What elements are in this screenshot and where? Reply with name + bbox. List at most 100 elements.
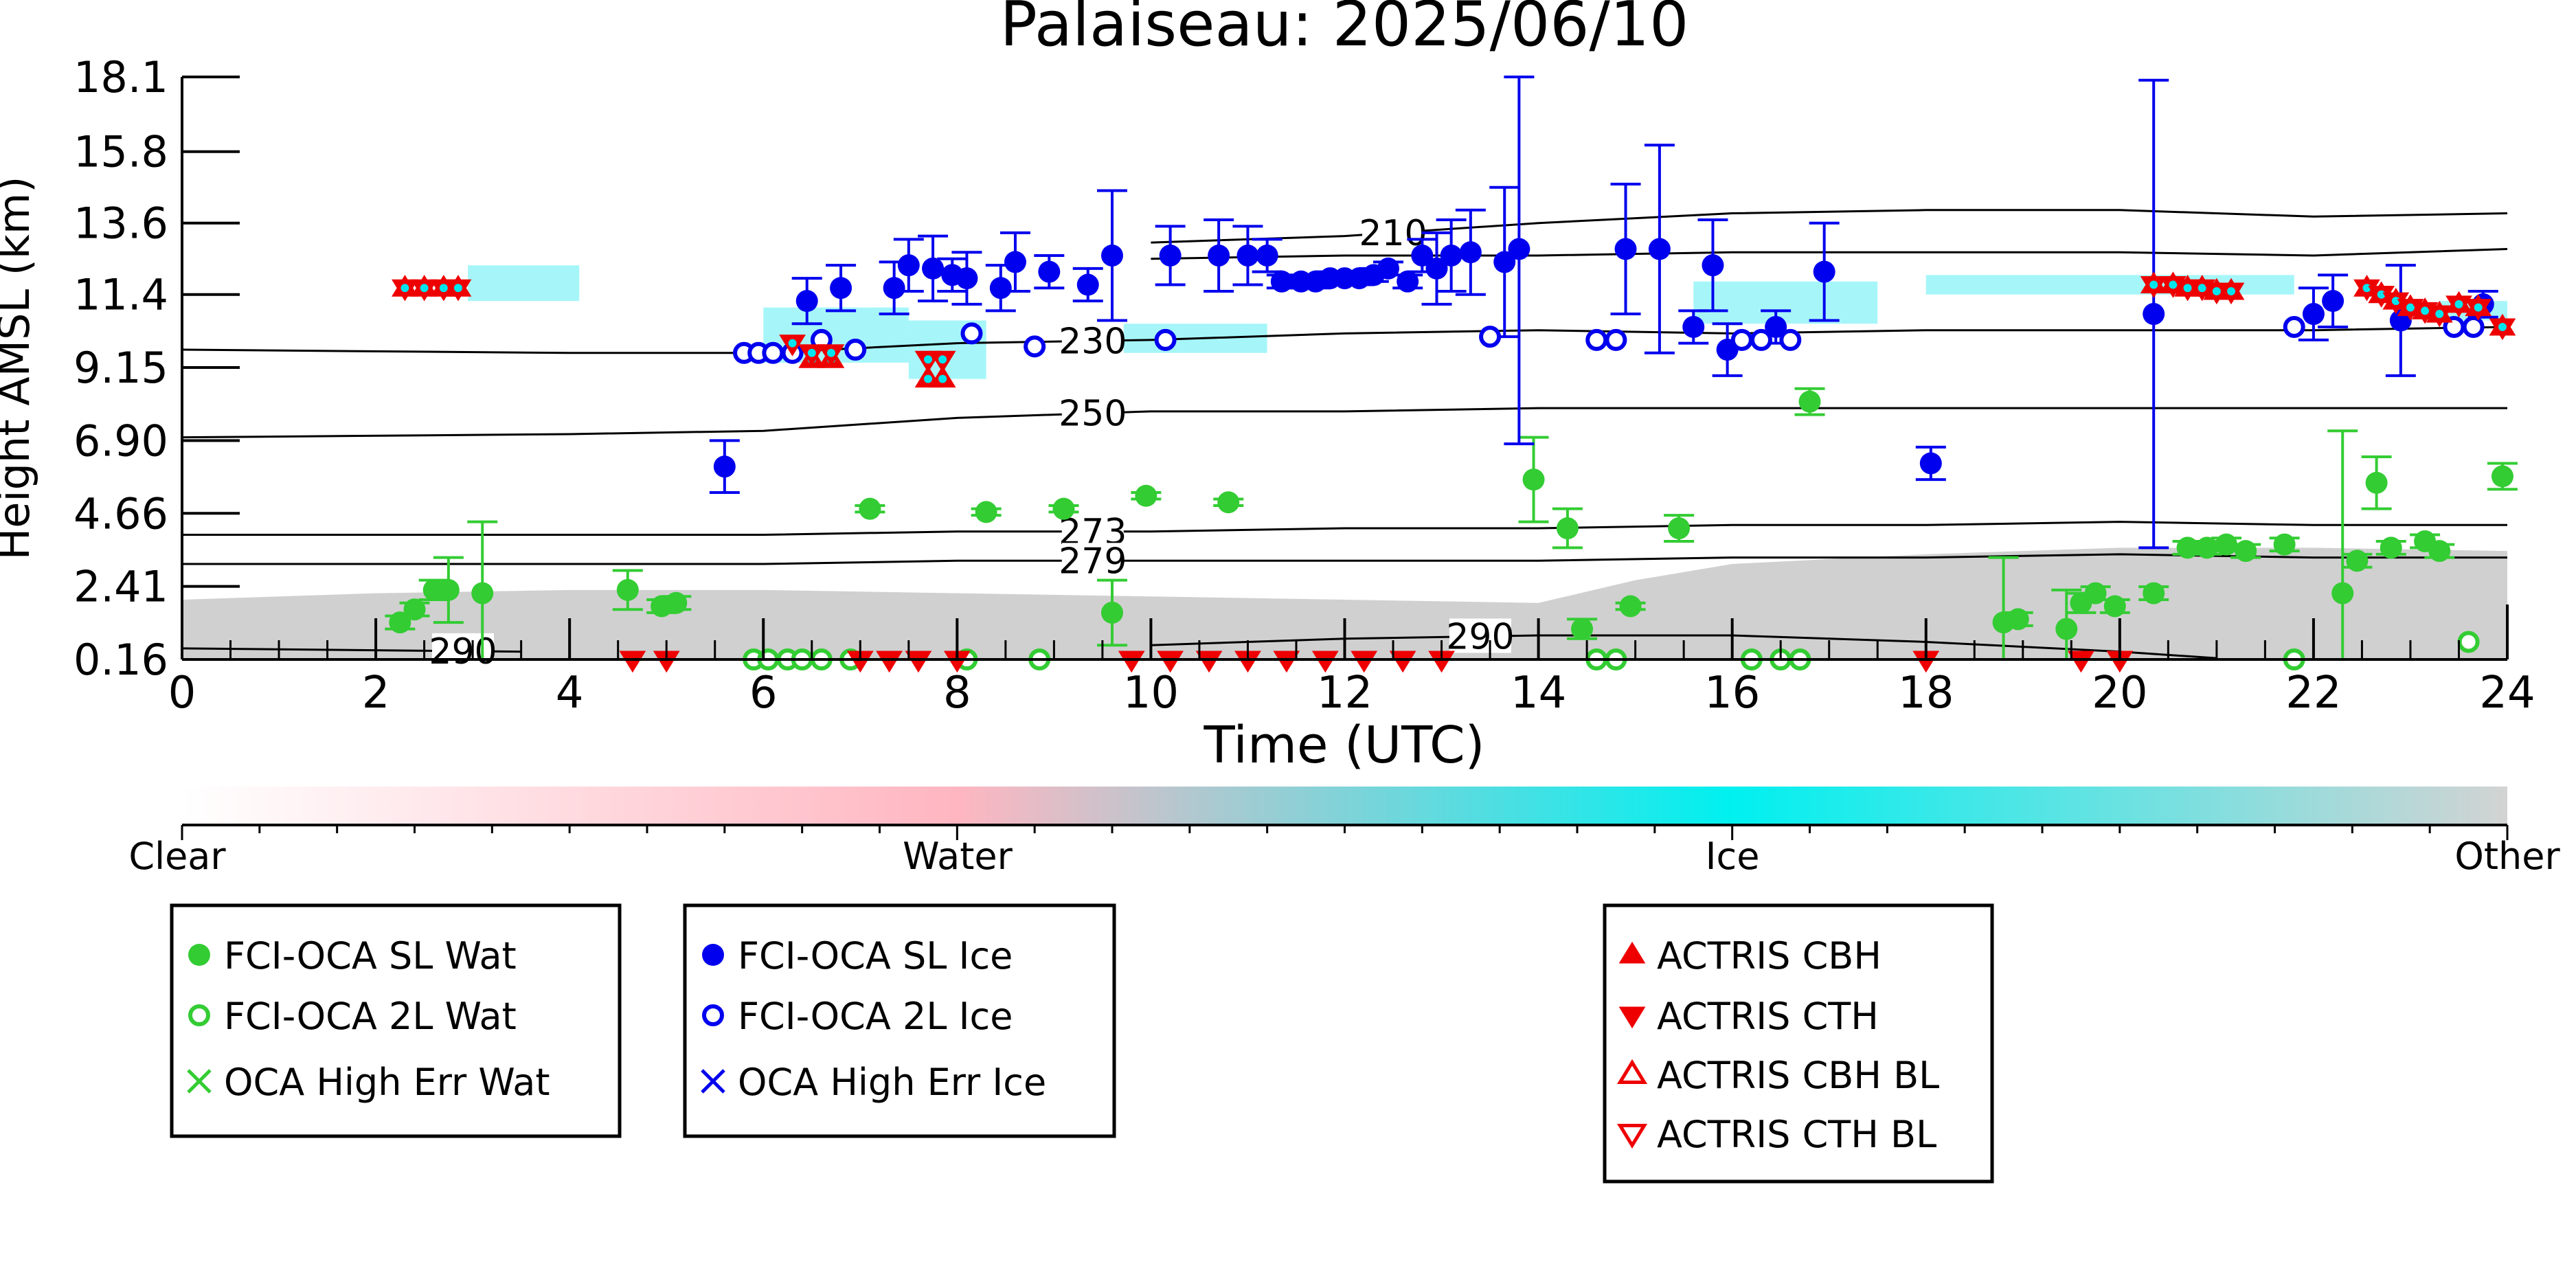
actris-inner-dot: [2474, 303, 2483, 312]
point-fci-oca-sl-wat: [1217, 491, 1240, 514]
point-fci-oca-sl-ice: [830, 277, 852, 300]
x-ticks: 0 2 4 6 8 10 12 14 16 18 20 22 24: [168, 618, 2535, 719]
legend-label-fci-oca-sl-ice: FCI-OCA SL Ice: [738, 934, 1013, 978]
legend-markers: [187, 941, 1648, 1149]
point-fci-oca-sl-wat: [1052, 497, 1075, 520]
x-tick-label: 18: [1898, 668, 1954, 719]
legend-label-actris-cbh-bl: ACTRIS CBH BL: [1657, 1054, 1939, 1097]
y-tick-label: 9.15: [74, 343, 168, 393]
point-fci-oca-sl-wat: [2273, 533, 2296, 556]
legend-marker-fci-oca-2l-wat: [188, 1004, 210, 1026]
x-tick-label: 20: [2092, 668, 2147, 719]
legend-marker-fci-oca-2l-ice: [702, 1004, 724, 1026]
point-fci-oca-sl-wat: [2235, 540, 2257, 563]
point-fci-oca-sl-ice: [1397, 270, 1419, 293]
point-fci-oca-sl-ice: [1377, 257, 1399, 280]
point-fci-oca-sl-wat: [389, 611, 411, 634]
x-tick-label: 12: [1317, 668, 1372, 719]
x-tick-label: 22: [2285, 668, 2341, 719]
point-fci-oca-sl-ice: [795, 290, 818, 313]
point-fci-oca-sl-ice: [1236, 244, 1259, 267]
x-axis-label: Time (UTC): [1203, 716, 1484, 775]
y-tick-label: 0.16: [74, 635, 168, 685]
isotherm-label: 290: [1446, 616, 1514, 657]
point-fci-oca-sl-ice: [1270, 270, 1293, 293]
ice-patch: [468, 265, 580, 302]
point-fci-oca-sl-wat: [2103, 595, 2126, 618]
colorbar-label-clear: Clear: [128, 835, 226, 878]
point-fci-oca-sl-ice: [1459, 241, 1482, 264]
point-fci-oca-sl-ice: [897, 254, 920, 277]
point-fci-oca-sl-ice: [2302, 303, 2325, 326]
colorbar-ticks: [181, 825, 2509, 840]
actris-inner-dot: [2406, 303, 2415, 312]
point-fci-oca-sl-ice: [1493, 251, 1516, 273]
legend-marker-oca-high-err-wat: [187, 1069, 212, 1094]
point-fci-oca-sl-ice: [1159, 244, 1182, 267]
point-fci-oca-sl-wat: [2084, 582, 2107, 605]
point-fci-oca-2l-ice: [2462, 315, 2485, 338]
point-fci-oca-sl-ice: [1813, 260, 1835, 283]
point-fci-oca-sl-wat: [2007, 608, 2029, 631]
x-tick-label: 4: [556, 668, 584, 719]
x-tick-label: 10: [1123, 668, 1179, 719]
point-fci-oca-sl-wat: [2365, 471, 2388, 494]
actris-inner-dot: [826, 348, 835, 357]
isotherm-label-bg: [1061, 323, 1124, 358]
y-tick-label: 4.66: [74, 488, 168, 539]
point-fci-oca-sl-ice: [956, 267, 978, 290]
point-fci-oca-sl-wat: [1619, 595, 1642, 618]
actris-inner-dot: [439, 284, 448, 293]
actris-inner-dot: [938, 355, 947, 364]
isotherm-line: [182, 553, 2507, 565]
point-fci-oca-2l-ice: [1730, 328, 1753, 351]
legend-label-oca-high-err-wat: OCA High Err Wat: [224, 1061, 550, 1104]
isotherm-line: [182, 521, 2507, 536]
point-fci-oca-sl-ice: [1425, 257, 1448, 280]
legend-marker-actris-cth: [1618, 1006, 1646, 1029]
actris-inner-dot: [924, 355, 933, 364]
y-axis-label: Height AMSL (km): [0, 177, 39, 561]
legend-label-fci-oca-2l-ice: FCI-OCA 2L Ice: [738, 995, 1013, 1038]
point-fci-oca-sl-wat: [2380, 536, 2402, 559]
point-fci-oca-sl-ice: [1004, 251, 1026, 273]
isotherm-label-bg: [1061, 395, 1124, 430]
point-fci-oca-sl-wat: [2176, 536, 2199, 559]
point-actris-cth: [619, 651, 646, 673]
point-fci-oca-2l-ice: [2283, 315, 2305, 338]
point-fci-oca-sl-wat: [437, 578, 460, 601]
legend-box-ice: [683, 903, 1116, 1138]
point-actris-cth: [1389, 651, 1416, 673]
y-tick-label: 18.1: [74, 52, 168, 102]
point-fci-oca-sl-ice: [1765, 315, 1787, 338]
x-tick-label: 0: [168, 668, 196, 719]
point-fci-oca-2l-ice: [844, 339, 867, 361]
actris-inner-dot: [2454, 300, 2463, 308]
legend-marker-actris-cth-bl: [1616, 1123, 1648, 1149]
isotherm-label-bg: [1061, 513, 1124, 548]
point-fci-oca-sl-ice: [1038, 260, 1061, 283]
actris-inner-dot: [807, 348, 816, 357]
isotherm-label: 279: [1059, 541, 1127, 582]
point-actris-cth: [2068, 651, 2094, 673]
point-fci-oca-sl-wat: [2331, 582, 2354, 605]
point-actris-cth: [1311, 651, 1339, 673]
point-fci-oca-2l-ice: [1750, 328, 1772, 351]
point-fci-oca-sl-ice: [1208, 244, 1230, 267]
isotherm-line: [1151, 209, 2508, 244]
ice-patch: [1693, 281, 1878, 324]
actris-inner-dot: [453, 284, 462, 293]
colorbar-label-water: Water: [903, 835, 1013, 878]
point-fci-oca-sl-wat: [616, 578, 639, 601]
point-actris-cth: [1118, 651, 1145, 673]
x-tick-label: 2: [362, 668, 390, 719]
x-tick-label: 24: [2479, 668, 2535, 719]
point-fci-oca-sl-wat: [471, 582, 494, 605]
colorbar-label-ice: Ice: [1706, 835, 1760, 878]
point-fci-oca-sl-wat: [2143, 582, 2165, 605]
data-markers: [389, 238, 2516, 673]
y-tick-label: 6.90: [74, 416, 168, 466]
y-tick-label: 15.8: [74, 127, 168, 177]
point-fci-oca-sl-ice: [1919, 452, 1942, 475]
